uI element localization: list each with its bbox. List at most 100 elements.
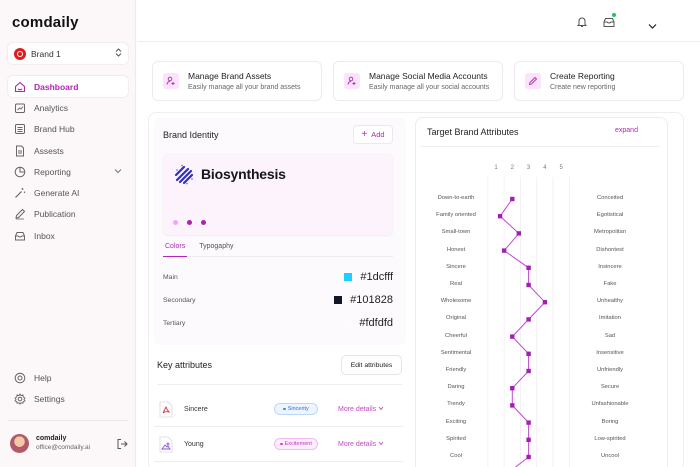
attribute-label-right: Unfriendly xyxy=(596,367,624,373)
data-point[interactable] xyxy=(510,386,515,391)
target-attributes-chart: 1 2 3 4 5 Down-to-earth Conceited Family orient… xyxy=(420,155,660,467)
brand-badge-icon xyxy=(14,47,26,60)
color-hex[interactable]: #1dcfff xyxy=(360,271,393,283)
attribute-label-right: Fake xyxy=(603,281,617,287)
data-point[interactable] xyxy=(526,437,531,442)
brand-selector[interactable]: Brand 1 xyxy=(8,43,128,64)
quick-action-manage-brand-assets[interactable]: Manage Brand Assets Easily manage all you… xyxy=(152,61,322,101)
data-point[interactable] xyxy=(497,214,503,219)
pen-icon xyxy=(14,208,26,220)
user-menu-dropdown[interactable] xyxy=(628,12,674,32)
sidebar-item-analytics[interactable]: Analytics xyxy=(8,97,128,118)
brand-logo-name: Biosynthesis xyxy=(201,166,286,182)
color-row-secondary: Secondary #101828 xyxy=(163,294,393,306)
tab-colors[interactable]: Colors xyxy=(163,240,188,257)
edit-attributes-button[interactable]: Edit attributes xyxy=(341,355,402,375)
chevron-updown-icon xyxy=(115,48,122,59)
data-point[interactable] xyxy=(526,351,531,356)
attribute-label-right: Unhealthy xyxy=(596,298,624,305)
quick-action-create-reporting[interactable]: Create Reporting Create new reporting xyxy=(514,61,684,101)
data-point[interactable] xyxy=(526,454,531,460)
notification-badge xyxy=(612,13,616,17)
sidebar-item-reporting[interactable]: Reporting xyxy=(8,161,128,182)
brand-identity-tabs: Colors Typogaphy xyxy=(163,240,393,257)
carousel-dot[interactable] xyxy=(173,220,178,225)
attribute-label-right: Low-spirited xyxy=(594,435,626,442)
home-icon xyxy=(14,81,26,93)
data-point[interactable] xyxy=(526,282,531,288)
divider xyxy=(157,384,402,385)
analytics-icon xyxy=(14,102,26,114)
logout-icon[interactable] xyxy=(116,437,128,449)
brand-logo-card[interactable]: Biosynthesis xyxy=(163,153,393,235)
inbox-icon[interactable] xyxy=(603,13,616,27)
chevron-down-icon xyxy=(648,17,657,35)
x-tick-label: 1 xyxy=(494,165,498,171)
target-brand-attributes-title: Target Brand Attributes xyxy=(427,127,519,137)
data-point[interactable] xyxy=(526,368,531,374)
sidebar-item-inbox[interactable]: Inbox xyxy=(8,225,128,246)
attribute-label-left: Cool xyxy=(450,453,462,459)
brand-identity-title: Brand Identity xyxy=(163,130,219,140)
attribute-label-right: Imitation xyxy=(599,315,621,322)
avatar[interactable] xyxy=(10,433,29,453)
attribute-label-left: Honest xyxy=(446,246,466,253)
sidebar-item-help[interactable]: Help xyxy=(8,367,128,388)
add-button[interactable]: + Add xyxy=(353,125,393,144)
color-hex[interactable]: #101828 xyxy=(350,294,393,306)
attribute-label-right: Secure xyxy=(600,384,620,391)
user-add-icon xyxy=(344,73,360,89)
attribute-label-right: Uncool xyxy=(600,453,620,459)
data-point[interactable] xyxy=(501,248,507,253)
more-details-link[interactable]: More details xyxy=(338,406,384,413)
attribute-label-left: Friendly xyxy=(445,367,467,373)
color-swatch xyxy=(343,319,352,327)
data-point[interactable] xyxy=(510,403,515,408)
pie-chart-icon xyxy=(14,166,26,178)
sidebar-item-dashboard[interactable]: Dashboard xyxy=(8,76,128,98)
user-profile: comdaily office@comdaily.ai xyxy=(10,431,128,455)
sidebar-bottom-nav: Help Settings xyxy=(8,367,128,410)
attribute-label-left: Original xyxy=(446,315,466,322)
expand-link[interactable]: expand xyxy=(615,127,638,134)
sidebar: comdaily Brand 1 Dashboard Analytics Bra… xyxy=(0,0,136,467)
x-tick-label: 4 xyxy=(543,165,547,171)
attribute-label-right: Sad xyxy=(604,332,616,339)
quick-action-manage-social-accounts[interactable]: Manage Social Media Accounts Easily manag… xyxy=(333,61,503,101)
sidebar-item-generate-ai[interactable]: Generate AI xyxy=(8,182,128,203)
data-point[interactable] xyxy=(516,231,522,236)
sidebar-item-brand-hub[interactable]: Brand Hub xyxy=(8,119,128,140)
sidebar-item-settings[interactable]: Settings xyxy=(8,388,128,409)
sidebar-item-assests[interactable]: Assests xyxy=(8,140,128,161)
color-row-main: Main #1dcfff xyxy=(163,271,393,283)
data-point[interactable] xyxy=(526,265,531,270)
image-file-icon xyxy=(159,436,173,453)
divider xyxy=(420,146,660,147)
attribute-label-right: Metropolitan xyxy=(594,229,626,236)
data-point[interactable] xyxy=(526,317,531,322)
sidebar-item-publication[interactable]: Publication xyxy=(8,204,128,225)
more-details-link[interactable]: More details xyxy=(338,441,384,448)
data-point[interactable] xyxy=(510,196,515,202)
help-icon xyxy=(14,372,26,384)
attribute-label-left: Wholesome xyxy=(440,298,472,305)
color-hex[interactable]: #fdfdfd xyxy=(359,317,393,329)
data-point[interactable] xyxy=(510,334,515,339)
data-point[interactable] xyxy=(542,300,548,305)
attribute-label-left: Real xyxy=(450,281,462,287)
tab-typography[interactable]: Typogaphy xyxy=(199,243,234,250)
attribute-label-right: Dishontest xyxy=(596,246,624,253)
attribute-label-left: Family oriented xyxy=(436,212,476,219)
carousel-dot[interactable] xyxy=(187,220,192,225)
color-swatch xyxy=(334,296,343,304)
magic-wand-icon xyxy=(14,187,26,199)
data-point[interactable] xyxy=(526,420,531,425)
attribute-label-right: Insensitive xyxy=(596,349,624,356)
chevron-down-icon[interactable] xyxy=(114,167,122,176)
x-tick-label: 2 xyxy=(510,165,514,171)
brand-selector-label: Brand 1 xyxy=(31,48,61,59)
bell-icon[interactable] xyxy=(576,15,588,27)
user-add-icon xyxy=(163,73,179,89)
app-logo[interactable]: comdaily xyxy=(12,14,79,31)
carousel-dot[interactable] xyxy=(201,220,206,225)
